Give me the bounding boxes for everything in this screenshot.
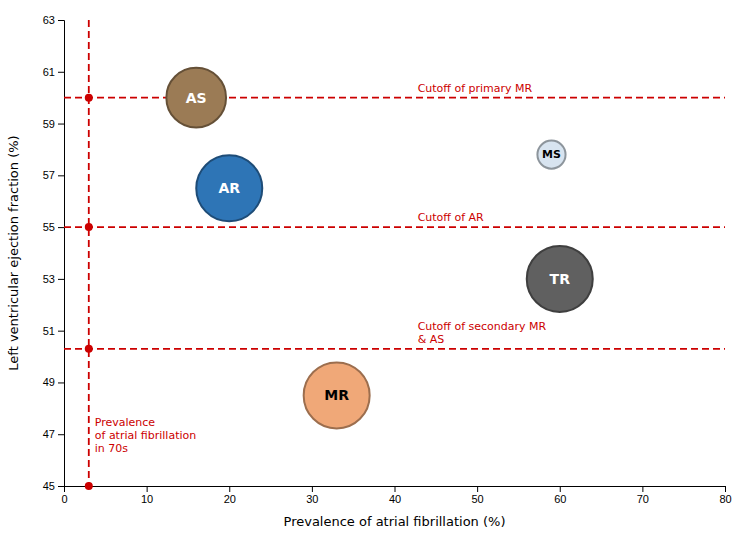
tick: 61: [43, 66, 64, 78]
tick-label: 57: [43, 169, 55, 181]
annotations: Cutoff of primary MR Cutoff of AR Cutoff o…: [95, 82, 570, 455]
tick-mark: [560, 486, 561, 492]
tick: 0: [61, 486, 67, 505]
tick-label: 55: [43, 221, 55, 233]
data-label: AS: [186, 90, 207, 106]
bubble: [196, 155, 262, 221]
data-label: MS: [542, 148, 561, 161]
reference-label: Cutoff of primary MR: [418, 82, 533, 95]
marks: [64, 20, 725, 486]
reference-line: [64, 348, 725, 350]
tick-mark: [312, 486, 313, 492]
y-axis: 45 47 49 51 53 55 57 59 61 63: [43, 14, 65, 492]
intersection-dot: [85, 345, 93, 353]
tick: 57: [43, 169, 64, 181]
tick-label: 80: [719, 493, 731, 505]
text-line: Cutoff of AR: [418, 211, 484, 224]
tick-label: 0: [61, 493, 67, 505]
tick-mark: [395, 486, 396, 492]
tick: 70: [637, 486, 649, 505]
tick-mark: [725, 486, 726, 492]
tick-label: 63: [43, 14, 55, 26]
tick-label: 30: [306, 493, 318, 505]
reference-line: [64, 97, 725, 99]
tick: 20: [224, 486, 236, 505]
tick-mark: [147, 486, 148, 492]
tick: 63: [43, 14, 64, 26]
plot: 0 10 20 30 40 50 60 70 80 45 47 49 51 53 55 57 59 61 63 Pre…: [6, 14, 732, 529]
tick-label: 45: [43, 480, 55, 492]
text-line: of atrial fibrillation: [95, 429, 196, 442]
tick-label: 51: [43, 325, 55, 337]
text-line: Prevalence: [95, 416, 156, 429]
tick-label: 50: [472, 493, 484, 505]
tick-mark: [58, 382, 64, 383]
tick: 47: [43, 428, 64, 440]
tick-mark: [58, 486, 64, 487]
tick-mark: [58, 279, 64, 280]
tick-mark: [58, 227, 64, 228]
tick-label: 53: [43, 273, 55, 285]
tick-mark: [58, 20, 64, 21]
tick: 40: [389, 486, 401, 505]
tick: 59: [43, 118, 64, 130]
tick: 49: [43, 376, 64, 388]
intersection-dot: [85, 223, 93, 231]
axis-line: [65, 487, 726, 493]
x-axis-title: Prevalence of atrial fibrillation (%): [284, 514, 506, 529]
tick-mark: [58, 72, 64, 73]
text-line: in 70s: [95, 442, 129, 455]
intersection-dot: [85, 482, 93, 490]
chart: 0 10 20 30 40 50 60 70 80 45 47 49 51 53 55 57 59 61 63 Pre…: [0, 0, 749, 538]
tick: 55: [43, 221, 64, 233]
bubble: [527, 246, 593, 312]
tick: 53: [43, 273, 64, 285]
tick: 51: [43, 325, 64, 337]
tick-label: 49: [43, 376, 55, 388]
tick-label: 10: [141, 493, 153, 505]
tick-label: 70: [637, 493, 649, 505]
reference-label: Cutoff of AR: [418, 211, 484, 224]
data-label: MR: [324, 387, 349, 403]
bubble: [304, 362, 370, 428]
reference-label: Prevalenceof atrial fibrillationin 70s: [95, 416, 196, 455]
data-label: AR: [218, 180, 240, 196]
reference-label: Cutoff of secondary MR& AS: [418, 320, 547, 346]
tick: 30: [306, 486, 318, 505]
data-label: TR: [550, 271, 571, 287]
tick-label: 60: [554, 493, 566, 505]
axis-line: [58, 21, 65, 487]
tick-label: 40: [389, 493, 401, 505]
tick: 60: [554, 486, 566, 505]
tick-mark: [642, 486, 643, 492]
text-line: Cutoff of secondary MR: [418, 320, 547, 333]
tick: 80: [719, 486, 731, 505]
bubble: [537, 141, 565, 169]
tick-mark: [229, 486, 230, 492]
tick-label: 47: [43, 428, 55, 440]
tick-label: 59: [43, 118, 55, 130]
tick: 50: [472, 486, 484, 505]
tick-mark: [58, 331, 64, 332]
bubble: [166, 68, 226, 128]
reference-line: [88, 20, 90, 486]
tick: 10: [141, 486, 153, 505]
tick-mark: [477, 486, 478, 492]
tick-mark: [58, 124, 64, 125]
tick-label: 20: [224, 493, 236, 505]
tick-mark: [58, 434, 64, 435]
tick-mark: [58, 175, 64, 176]
tick: 45: [43, 480, 64, 492]
y-axis-title: Left ventricular ejection fraction (%): [6, 135, 21, 370]
x-axis: 0 10 20 30 40 50 60 70 80: [61, 486, 731, 505]
intersection-dot: [85, 94, 93, 102]
text-line: & AS: [418, 333, 445, 346]
dots: [85, 94, 93, 490]
reference-line: [64, 226, 725, 228]
tick-label: 61: [43, 66, 55, 78]
text-line: Cutoff of primary MR: [418, 82, 533, 95]
